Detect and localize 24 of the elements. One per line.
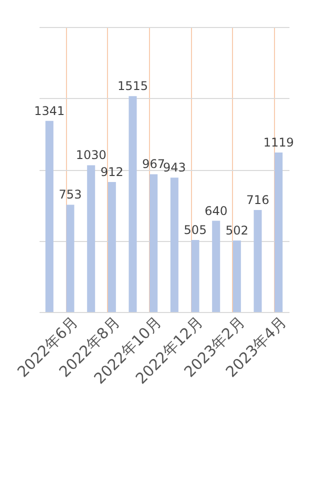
data-label: 505 — [184, 223, 207, 238]
bar — [87, 165, 96, 312]
bar — [232, 240, 241, 312]
data-label: 640 — [204, 204, 228, 218]
bar — [191, 240, 200, 312]
bar — [66, 204, 74, 312]
data-label: 1341 — [34, 104, 65, 118]
data-label: 502 — [225, 223, 248, 238]
data-label: 753 — [58, 188, 82, 202]
data-label: 1119 — [263, 136, 294, 150]
data-label: 943 — [162, 160, 186, 175]
data-label: 967 — [142, 157, 166, 172]
bar — [254, 210, 262, 312]
bar — [212, 220, 220, 312]
bar — [170, 178, 178, 312]
data-label: 912 — [100, 165, 124, 180]
bar — [150, 174, 158, 312]
bar — [128, 96, 137, 312]
data-label: 1030 — [76, 148, 106, 162]
bar — [108, 182, 116, 312]
bar — [45, 120, 54, 312]
data-label: 716 — [246, 192, 270, 207]
bar — [274, 152, 283, 312]
data-label: 1515 — [117, 79, 148, 94]
